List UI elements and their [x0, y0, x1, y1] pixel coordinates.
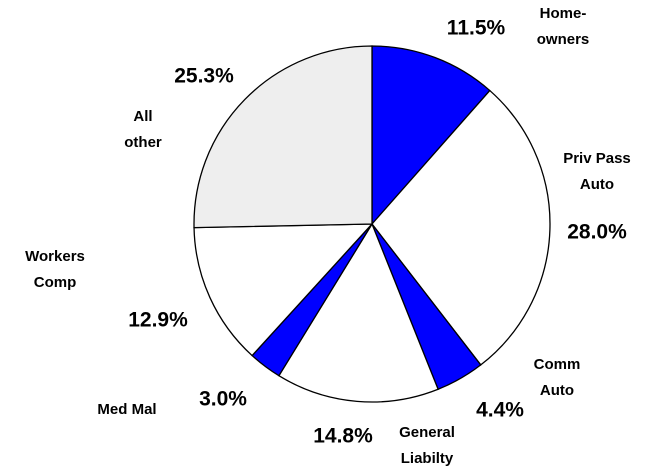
- category-label: Comm Auto: [533, 355, 581, 399]
- value-label: 4.4%: [476, 398, 524, 422]
- pie-slice: [193, 45, 373, 229]
- value-label: 3.0%: [199, 387, 247, 411]
- pie-slice: [193, 223, 374, 357]
- category-label: General Liabilty: [399, 423, 455, 467]
- value-label: 12.9%: [128, 308, 188, 332]
- category-label: Home- owners: [536, 4, 590, 48]
- pie-slice: [371, 89, 551, 366]
- value-label: 25.3%: [174, 64, 234, 88]
- pie-slice: [278, 222, 439, 403]
- pie-slice: [371, 45, 491, 226]
- category-label: Priv Pass Auto: [563, 149, 631, 193]
- value-label: 28.0%: [567, 220, 627, 244]
- category-label: Med Mal: [97, 400, 157, 418]
- category-label: All other: [124, 107, 162, 151]
- value-label: 14.8%: [313, 424, 373, 448]
- value-label: 11.5%: [446, 16, 506, 40]
- category-label: Workers Comp: [25, 247, 85, 291]
